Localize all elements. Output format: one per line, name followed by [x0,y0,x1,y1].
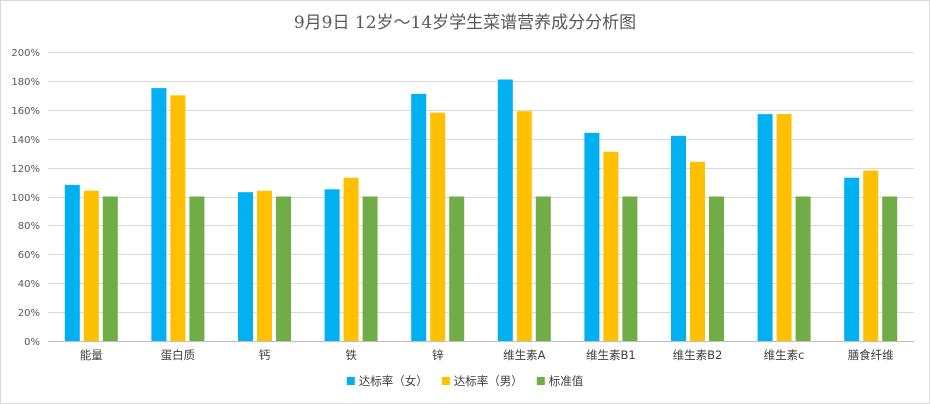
y-tick-label: 0% [24,337,40,348]
x-axis-category-labels: 能量 蛋白质 钙 铁 锌 维生素A 维生素B1 维生素B2 维生素c 膳食纤维 [80,348,894,362]
x-category-label: 膳食纤维 [848,348,894,362]
y-tick-label: 140% [11,135,40,146]
bar-series-1-7 [690,161,705,341]
chart-title: 9月9日 12岁～14岁学生菜谱营养成分分析图 [294,13,636,33]
bar-series-1-2 [257,190,272,341]
bar-series-0-0 [64,184,80,341]
bar-series-1-1 [170,95,186,341]
bar-series-2-5 [535,196,551,341]
x-category-label: 能量 [80,348,103,362]
legend-label-1: 达标率（男） [454,374,523,388]
y-tick-label: 80% [18,221,40,232]
bar-series-0-8 [757,114,773,341]
y-tick-label: 60% [18,250,40,261]
bar-series-2-7 [709,196,724,341]
bars [64,79,898,342]
bar-series-2-0 [102,196,118,341]
legend-swatch-2 [536,377,545,385]
x-category-label: 蛋白质 [161,348,196,362]
bar-series-1-5 [516,111,532,341]
y-tick-label: 40% [18,279,40,290]
y-axis-tick-labels: 0% 20% 40% 60% 80% 100% 120% 140% 160% 180% 200% [11,48,40,348]
y-tick-label: 120% [11,164,40,175]
legend-label-2: 标准值 [549,374,584,388]
x-category-label: 维生素B2 [673,348,723,362]
bar-series-1-6 [603,151,619,341]
x-category-label: 维生素A [503,348,545,362]
legend-swatch-1 [441,377,450,385]
bar-series-2-1 [189,196,205,341]
y-tick-label: 200% [11,48,40,59]
legend-label-0: 达标率（女） [359,374,428,388]
x-category-label: 维生素c [764,348,805,362]
y-tick-label: 100% [11,193,40,204]
bar-series-0-7 [671,135,686,341]
bar-series-2-8 [795,196,811,341]
legend-swatch-0 [346,377,355,385]
bar-series-0-1 [151,88,167,341]
bar-series-1-4 [430,112,446,341]
bar-series-0-5 [497,79,513,341]
bar-series-0-9 [844,177,860,341]
x-category-label: 铁 [345,348,357,362]
x-category-label: 维生素B1 [586,348,636,362]
bar-series-2-2 [276,196,291,341]
bar-series-2-4 [449,196,465,341]
bar-series-1-8 [776,114,792,341]
bar-series-1-0 [83,190,99,341]
bar-series-0-6 [584,132,600,341]
x-category-label: 钙 [259,348,271,362]
bar-series-0-2 [238,192,253,341]
y-tick-label: 180% [11,77,40,88]
bar-series-2-3 [362,196,378,341]
y-tick-label: 160% [11,106,40,117]
bar-series-2-9 [882,196,898,341]
bar-series-0-4 [411,93,427,342]
legend: 达标率（女） 达标率（男） 标准值 [346,374,584,388]
y-tick-label: 20% [18,308,40,319]
bar-series-1-3 [343,177,359,341]
bar-series-1-9 [863,170,879,341]
bar-series-0-3 [324,189,340,341]
x-category-label: 锌 [432,348,444,362]
bar-series-2-6 [622,196,638,341]
